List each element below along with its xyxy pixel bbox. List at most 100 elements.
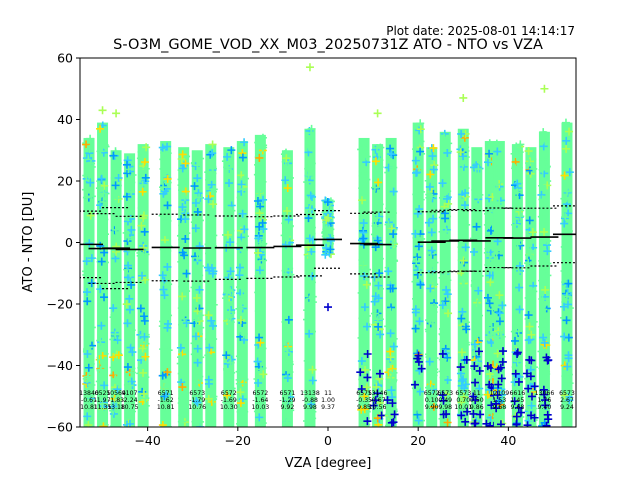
data-point: [304, 140, 313, 149]
data-point: [470, 163, 479, 172]
data-point: [255, 266, 264, 275]
data-point: [413, 219, 422, 228]
data-point: [444, 309, 453, 318]
data-point: [457, 314, 466, 323]
data-point: [259, 256, 268, 265]
data-point: [87, 390, 96, 399]
data-point: [538, 322, 547, 331]
data-point: [460, 343, 469, 352]
data-point: [326, 245, 335, 254]
data-point: [540, 300, 549, 309]
data-point: [113, 385, 122, 394]
data-point: [459, 392, 468, 401]
data-point: [564, 409, 573, 418]
data-column-band: [538, 131, 550, 427]
data-point: [256, 404, 265, 413]
stat-std-label: 10.56: [369, 404, 387, 411]
y-tick-label: 20: [57, 174, 73, 189]
data-point: [138, 344, 147, 353]
data-point: [358, 184, 367, 193]
data-point: [565, 127, 574, 136]
stat-std-label: 10.30: [220, 404, 238, 411]
data-point: [82, 154, 91, 163]
data-point-dark: [375, 369, 384, 378]
data-point: [458, 277, 467, 286]
stat-mean-label: -1.97: [95, 397, 111, 404]
plot-date: Plot date: 2025-08-01 14:14:17: [386, 24, 575, 38]
data-point-dark: [471, 378, 480, 387]
data-point: [561, 306, 570, 315]
y-tick-label: −60: [47, 420, 73, 435]
data-point: [564, 333, 573, 342]
data-point: [496, 153, 505, 162]
data-point: [389, 342, 398, 351]
data-point: [142, 143, 151, 152]
data-point: [538, 155, 547, 164]
data-point: [125, 305, 134, 314]
data-point: [430, 354, 439, 363]
data-point: [389, 187, 398, 196]
data-point: [283, 381, 292, 390]
data-point: [358, 196, 367, 205]
stat-mean-label: 1.53: [492, 397, 506, 404]
data-point: [236, 399, 245, 408]
stat-mean-label: 0.70: [456, 397, 470, 404]
data-point: [472, 222, 481, 231]
data-point: [386, 329, 395, 338]
data-point: [371, 184, 380, 193]
data-point: [193, 253, 202, 262]
data-point: [305, 234, 314, 243]
data-point: [158, 421, 167, 427]
data-point: [284, 202, 293, 211]
data-point: [190, 350, 199, 359]
data-point: [389, 163, 398, 172]
data-point: [162, 390, 171, 399]
data-point: [524, 311, 533, 320]
data-column-band: [493, 141, 505, 427]
data-point: [109, 151, 118, 160]
data-point: [440, 244, 449, 253]
data-point: [235, 304, 244, 313]
data-point: [98, 299, 107, 308]
data-point: [82, 140, 91, 149]
data-point: [512, 142, 521, 151]
data-point: [442, 285, 451, 294]
data-point: [564, 351, 573, 360]
stat-std-label: 11.35: [94, 404, 112, 411]
data-point: [561, 118, 570, 127]
data-point-dark: [544, 356, 553, 365]
stat-std-label: 9.98: [438, 404, 452, 411]
data-point: [515, 305, 524, 314]
data-point: [414, 291, 423, 300]
data-point: [425, 190, 434, 199]
data-point: [112, 379, 121, 388]
data-column-band: [511, 144, 523, 427]
data-column-band: [525, 147, 537, 427]
data-point: [113, 292, 122, 301]
data-point: [253, 357, 262, 366]
data-point: [304, 214, 313, 223]
data-point: [238, 209, 247, 218]
data-point: [164, 311, 173, 320]
data-point-dark: [540, 390, 549, 399]
data-point: [512, 365, 521, 374]
data-point: [370, 309, 379, 318]
data-point: [84, 395, 93, 404]
data-point: [512, 335, 521, 344]
data-point: [182, 229, 191, 238]
data-point: [496, 256, 505, 265]
data-point: [389, 239, 398, 248]
data-point: [239, 329, 248, 338]
data-point: [205, 175, 214, 184]
data-point: [137, 194, 146, 203]
data-point: [87, 254, 96, 263]
stat-std-label: 9.37: [321, 404, 335, 411]
data-point: [160, 148, 169, 157]
data-point: [138, 421, 147, 427]
data-point: [494, 308, 503, 317]
data-point: [528, 228, 537, 237]
data-point-dark: [357, 384, 366, 393]
data-point: [258, 419, 267, 427]
data-point: [223, 230, 232, 239]
stat-count-label: 13138: [300, 390, 320, 397]
